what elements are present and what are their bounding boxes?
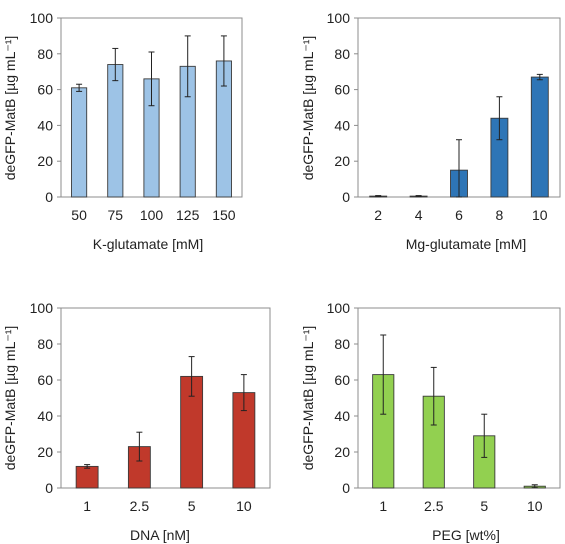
y-tick-label: 80 <box>334 46 350 62</box>
x-tick-label: 1 <box>379 498 387 514</box>
y-tick-label: 80 <box>37 46 53 62</box>
x-tick-label: 100 <box>140 207 164 223</box>
x-tick-label: 6 <box>455 207 463 223</box>
x-tick-label: 10 <box>532 207 548 223</box>
y-axis-label: deGFP-MatB [µg mL⁻¹] <box>2 36 18 181</box>
x-axis-label: PEG [wt%] <box>432 527 500 543</box>
x-tick-label: 10 <box>236 498 252 514</box>
y-tick-label: 40 <box>334 117 350 133</box>
chart-k-glutamate: deGFP-MatB [µg mL⁻¹] K-glutamate [mM] 0 2… <box>2 10 242 252</box>
x-tick-label: 10 <box>527 498 543 514</box>
x-tick-label: 2.5 <box>130 498 150 514</box>
x-tick-label: 150 <box>212 207 236 223</box>
y-axis-label: deGFP-MatB [µg mL⁻¹] <box>300 326 316 471</box>
y-tick-label: 100 <box>327 300 351 316</box>
x-tick-label: 4 <box>415 207 423 223</box>
y-tick-label: 100 <box>30 300 54 316</box>
bar <box>71 88 86 197</box>
y-tick-label: 20 <box>334 444 350 460</box>
y-tick-label: 0 <box>45 480 53 496</box>
y-tick-label: 40 <box>334 408 350 424</box>
chart-mg-glutamate: deGFP-MatB [µg mL⁻¹] Mg-glutamate [mM] 0… <box>300 10 560 252</box>
y-tick-label: 20 <box>334 153 350 169</box>
y-tick-label: 40 <box>37 408 53 424</box>
x-tick-label: 8 <box>496 207 504 223</box>
x-tick-label: 5 <box>480 498 488 514</box>
y-tick-label: 80 <box>334 336 350 352</box>
y-tick-label: 100 <box>30 10 54 26</box>
bar <box>108 65 123 197</box>
bar <box>76 466 98 488</box>
x-tick-label: 2.5 <box>424 498 444 514</box>
x-tick-label: 50 <box>71 207 87 223</box>
y-axis-label: deGFP-MatB [µg mL⁻¹] <box>2 326 18 471</box>
x-axis-label: Mg-glutamate [mM] <box>406 236 527 252</box>
chart-dna: deGFP-MatB [µg mL⁻¹] DNA [nM] 0 20 40 60 80 1… <box>2 300 270 543</box>
y-tick-label: 80 <box>37 336 53 352</box>
y-tick-label: 0 <box>342 189 350 205</box>
y-tick-label: 40 <box>37 117 53 133</box>
x-axis-label: DNA [nM] <box>130 527 190 543</box>
y-tick-label: 60 <box>334 82 350 98</box>
x-axis-label: K-glutamate [mM] <box>93 236 203 252</box>
y-axis-label: deGFP-MatB [µg mL⁻¹] <box>300 36 316 181</box>
y-tick-label: 20 <box>37 153 53 169</box>
x-tick-label: 5 <box>188 498 196 514</box>
x-tick-label: 75 <box>108 207 124 223</box>
y-tick-label: 100 <box>327 10 351 26</box>
bar <box>531 77 548 197</box>
x-tick-label: 1 <box>83 498 91 514</box>
y-tick-label: 0 <box>45 189 53 205</box>
y-tick-label: 60 <box>334 372 350 388</box>
y-tick-label: 20 <box>37 444 53 460</box>
x-tick-label: 2 <box>374 207 382 223</box>
x-tick-label: 125 <box>176 207 200 223</box>
y-tick-label: 60 <box>37 82 53 98</box>
chart-peg: deGFP-MatB [µg mL⁻¹] PEG [wt%] 0 20 40 60 80… <box>300 300 560 543</box>
y-tick-label: 60 <box>37 372 53 388</box>
y-tick-label: 0 <box>342 480 350 496</box>
